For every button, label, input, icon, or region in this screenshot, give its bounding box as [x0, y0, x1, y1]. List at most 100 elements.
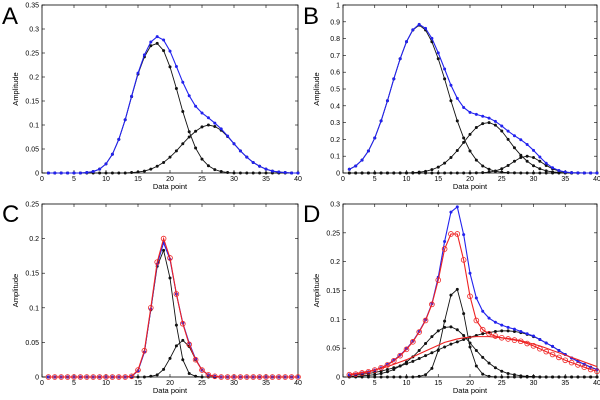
- series-sum: [347, 205, 599, 377]
- series-line-fit: [48, 236, 298, 378]
- data-point-open: [403, 346, 410, 353]
- data-point: [449, 156, 453, 160]
- data-point: [123, 171, 127, 175]
- data-point: [200, 111, 204, 115]
- data-point: [162, 49, 166, 53]
- data-point-open: [167, 255, 173, 261]
- data-point: [544, 375, 548, 379]
- data-point: [462, 140, 466, 144]
- y-tick-label: 0.3: [29, 27, 39, 34]
- data-point: [283, 171, 287, 175]
- data-point: [347, 167, 351, 171]
- data-point: [366, 149, 370, 153]
- x-tick-label: 20: [466, 176, 474, 183]
- data-point-open: [192, 356, 199, 363]
- data-point-open: [218, 374, 225, 380]
- data-point: [449, 99, 453, 103]
- data-point: [449, 293, 453, 297]
- y-tick-label: 0.2: [29, 236, 39, 243]
- data-point: [551, 375, 555, 379]
- x-tick-label: 10: [102, 176, 110, 183]
- y-tick-label: 0.1: [330, 317, 340, 324]
- data-point: [251, 160, 255, 164]
- data-point: [187, 94, 191, 98]
- data-point: [373, 136, 377, 140]
- data-point: [277, 170, 281, 174]
- data-point-open: [186, 341, 193, 348]
- data-point: [155, 41, 159, 45]
- y-tick-label: 0.15: [326, 288, 340, 295]
- data-point: [500, 375, 504, 379]
- data-point: [136, 375, 140, 379]
- data-point: [582, 171, 586, 175]
- data-point-open: [575, 362, 581, 368]
- data-point: [187, 135, 191, 139]
- y-axis-label: Amplitude: [312, 72, 321, 105]
- data-point: [398, 57, 402, 61]
- x-tick-label: 0: [341, 176, 345, 183]
- data-point-open: [116, 374, 122, 380]
- data-point: [525, 142, 529, 146]
- data-point: [181, 110, 185, 114]
- y-tick-label: 0.4: [330, 103, 340, 110]
- series-fit: [349, 336, 598, 375]
- data-point: [500, 329, 504, 333]
- data-point: [360, 171, 364, 175]
- data-point: [493, 375, 497, 379]
- y-tick-label: 0.9: [330, 19, 340, 26]
- x-tick-label: 35: [262, 176, 270, 183]
- series-component: [347, 154, 599, 175]
- x-tick-label: 40: [294, 380, 302, 387]
- x-tick-label: 10: [403, 176, 411, 183]
- data-point: [354, 164, 358, 168]
- series-component: [46, 338, 300, 379]
- y-tick-label: 0.8: [330, 36, 340, 43]
- data-point: [525, 159, 529, 163]
- data-point: [360, 158, 364, 162]
- data-point-open: [250, 374, 257, 380]
- data-point: [91, 170, 95, 174]
- data-point: [493, 119, 497, 123]
- data-point: [187, 130, 191, 134]
- data-point: [417, 357, 421, 361]
- data-point: [544, 341, 548, 345]
- data-point: [500, 170, 504, 174]
- data-point: [392, 77, 396, 81]
- data-point: [474, 296, 478, 300]
- data-point: [398, 375, 402, 379]
- data-point: [245, 171, 249, 175]
- data-point-open: [543, 348, 549, 355]
- data-point: [226, 171, 230, 175]
- data-point: [506, 375, 510, 379]
- data-point: [430, 335, 434, 339]
- data-point: [443, 171, 447, 175]
- data-point: [417, 22, 421, 26]
- data-point: [481, 372, 485, 376]
- data-point: [474, 364, 478, 368]
- data-point: [194, 146, 198, 150]
- data-point: [449, 325, 453, 329]
- data-point-open: [173, 291, 180, 297]
- data-point: [481, 355, 485, 359]
- data-point-open: [45, 374, 52, 380]
- panel-letter-b: B: [303, 3, 319, 30]
- data-point-open: [568, 359, 575, 366]
- data-point: [538, 171, 542, 175]
- data-point-open: [410, 339, 416, 345]
- data-point: [366, 171, 370, 175]
- data-point-open: [263, 374, 269, 380]
- data-point: [238, 171, 242, 175]
- data-point: [430, 168, 434, 172]
- data-point: [468, 132, 472, 136]
- data-point: [506, 171, 510, 175]
- data-point-open: [51, 374, 58, 380]
- data-point: [59, 171, 63, 175]
- series-component: [347, 121, 599, 175]
- data-point: [385, 375, 389, 379]
- data-point: [398, 364, 402, 368]
- data-point: [251, 171, 255, 175]
- series-component: [46, 248, 300, 379]
- data-point: [430, 171, 434, 175]
- data-point: [443, 345, 447, 349]
